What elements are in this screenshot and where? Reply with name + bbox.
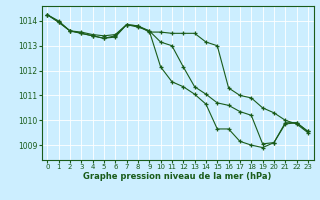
X-axis label: Graphe pression niveau de la mer (hPa): Graphe pression niveau de la mer (hPa) xyxy=(84,172,272,181)
